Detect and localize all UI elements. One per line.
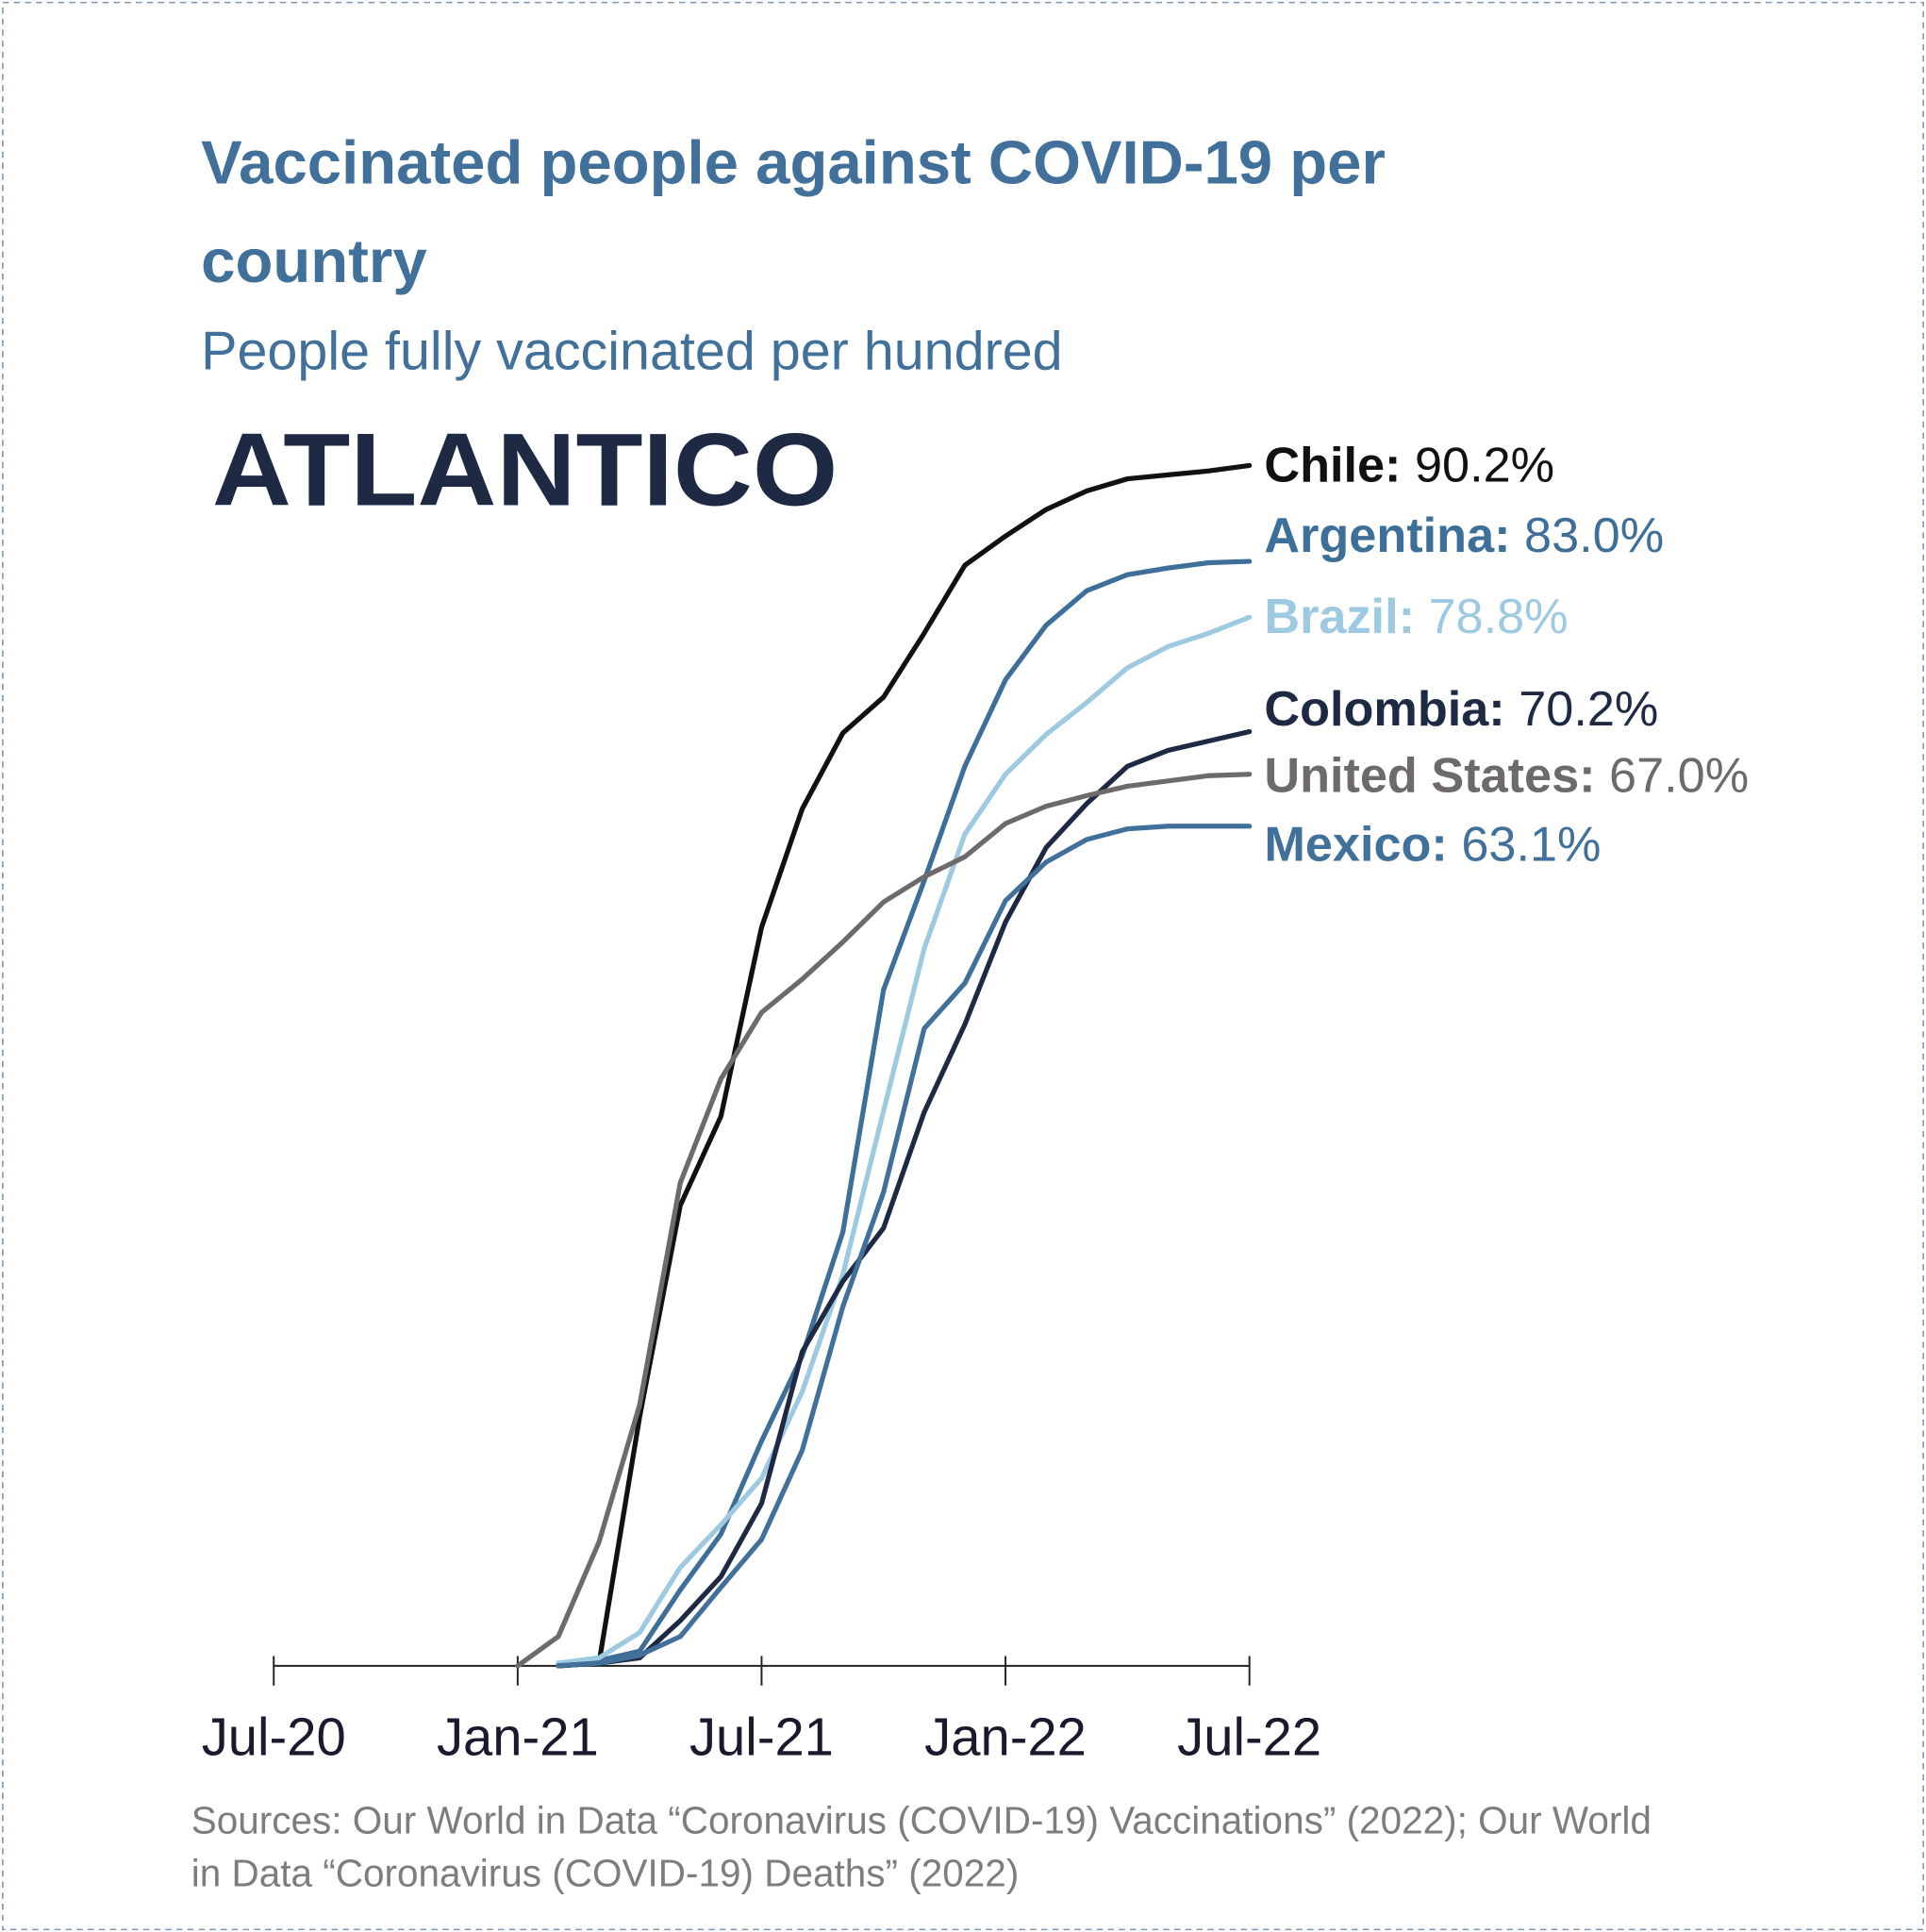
- end-label: Colombia: 70.2%: [1264, 682, 1658, 737]
- series-line: [515, 772, 1253, 1669]
- x-tick-label: Jan-22: [924, 1707, 1087, 1766]
- source-box: Sources: Our World in Data “Coronavirus …: [191, 1798, 1652, 1895]
- value-label: 67.0%: [1609, 748, 1749, 803]
- series-name: Argentina:: [1264, 508, 1510, 563]
- series-name: United States:: [1264, 748, 1595, 803]
- chart-subtitle: People fully vaccinated per hundred: [201, 321, 1062, 381]
- series-name: Brazil:: [1264, 590, 1415, 644]
- end-label: United States: 67.0%: [1264, 748, 1749, 803]
- x-tick-label: Jan-21: [437, 1707, 599, 1766]
- value-label: 83.0%: [1524, 508, 1664, 563]
- title-box: Vaccinated people against COVID-19 per c…: [201, 127, 1386, 296]
- x-tick-label: Jul-22: [1177, 1707, 1321, 1766]
- series-line: [556, 558, 1253, 1666]
- value-label: 78.8%: [1429, 590, 1569, 644]
- x-tick-label: Jul-20: [202, 1707, 346, 1766]
- series-name: Colombia:: [1264, 682, 1504, 737]
- series-name: Mexico:: [1264, 817, 1447, 872]
- series-line: [556, 728, 1253, 1669]
- end-label: Chile: 90.2%: [1264, 438, 1554, 492]
- end-label: Argentina: 83.0%: [1264, 508, 1664, 563]
- series-line: [556, 824, 1253, 1669]
- end-label: Mexico: 63.1%: [1264, 817, 1601, 872]
- x-tick-label: Jul-21: [689, 1707, 834, 1766]
- logo: ATLANTICO: [212, 413, 838, 528]
- source-note: Sources: Our World in Data “Coronavirus …: [191, 1798, 1652, 1895]
- series-name: Chile:: [1264, 438, 1401, 492]
- value-label: 90.2%: [1415, 438, 1554, 492]
- value-label: 63.1%: [1461, 817, 1601, 872]
- end-label: Brazil: 78.8%: [1264, 590, 1568, 644]
- value-label: 70.2%: [1519, 682, 1658, 737]
- chart-title: Vaccinated people against COVID-19 per c…: [201, 127, 1386, 296]
- series-line: [556, 462, 1253, 1669]
- series-line: [556, 614, 1253, 1666]
